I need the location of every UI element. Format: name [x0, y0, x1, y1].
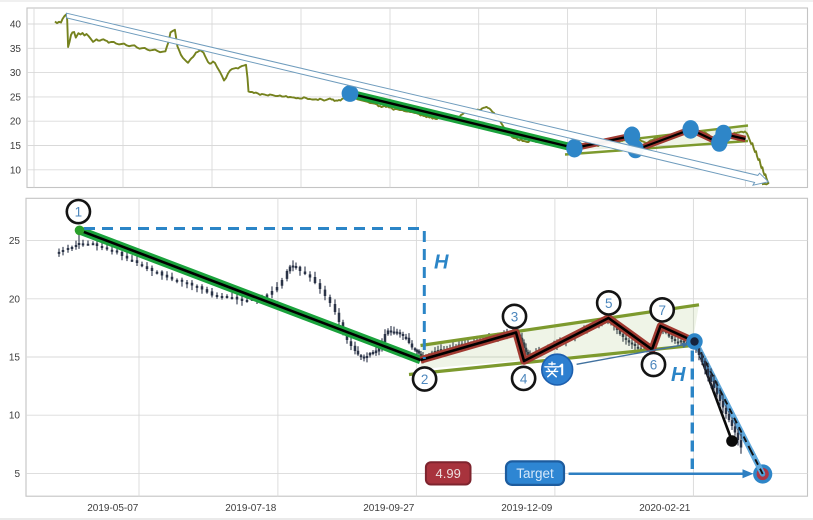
svg-text:2: 2	[421, 372, 429, 387]
svg-text:3: 3	[511, 309, 519, 324]
svg-text:2019-05-07: 2019-05-07	[87, 503, 139, 514]
svg-text:5: 5	[14, 469, 20, 480]
svg-text:Target: Target	[516, 466, 554, 481]
svg-text:10: 10	[9, 411, 21, 422]
svg-text:25: 25	[9, 236, 21, 247]
svg-text:6: 6	[650, 358, 658, 373]
svg-text:H: H	[434, 252, 449, 274]
svg-text:15: 15	[9, 353, 21, 364]
svg-text:4: 4	[520, 371, 528, 386]
svg-text:7: 7	[658, 303, 666, 318]
svg-text:2019-07-18: 2019-07-18	[225, 503, 277, 514]
svg-text:15: 15	[10, 141, 22, 152]
svg-text:30: 30	[10, 68, 22, 79]
svg-text:20: 20	[9, 294, 21, 305]
svg-text:4.99: 4.99	[436, 466, 461, 481]
svg-text:40: 40	[10, 20, 22, 31]
svg-text:20: 20	[10, 117, 22, 128]
svg-text:2020-02-21: 2020-02-21	[639, 503, 691, 514]
svg-text:10: 10	[10, 165, 22, 176]
svg-text:35: 35	[10, 44, 22, 55]
svg-text:2019-12-09: 2019-12-09	[501, 503, 553, 514]
svg-text:H: H	[671, 364, 686, 386]
svg-text:1: 1	[75, 205, 83, 220]
svg-text:5: 5	[605, 296, 613, 311]
svg-text:25: 25	[10, 92, 22, 103]
svg-text:2019-09-27: 2019-09-27	[363, 503, 415, 514]
